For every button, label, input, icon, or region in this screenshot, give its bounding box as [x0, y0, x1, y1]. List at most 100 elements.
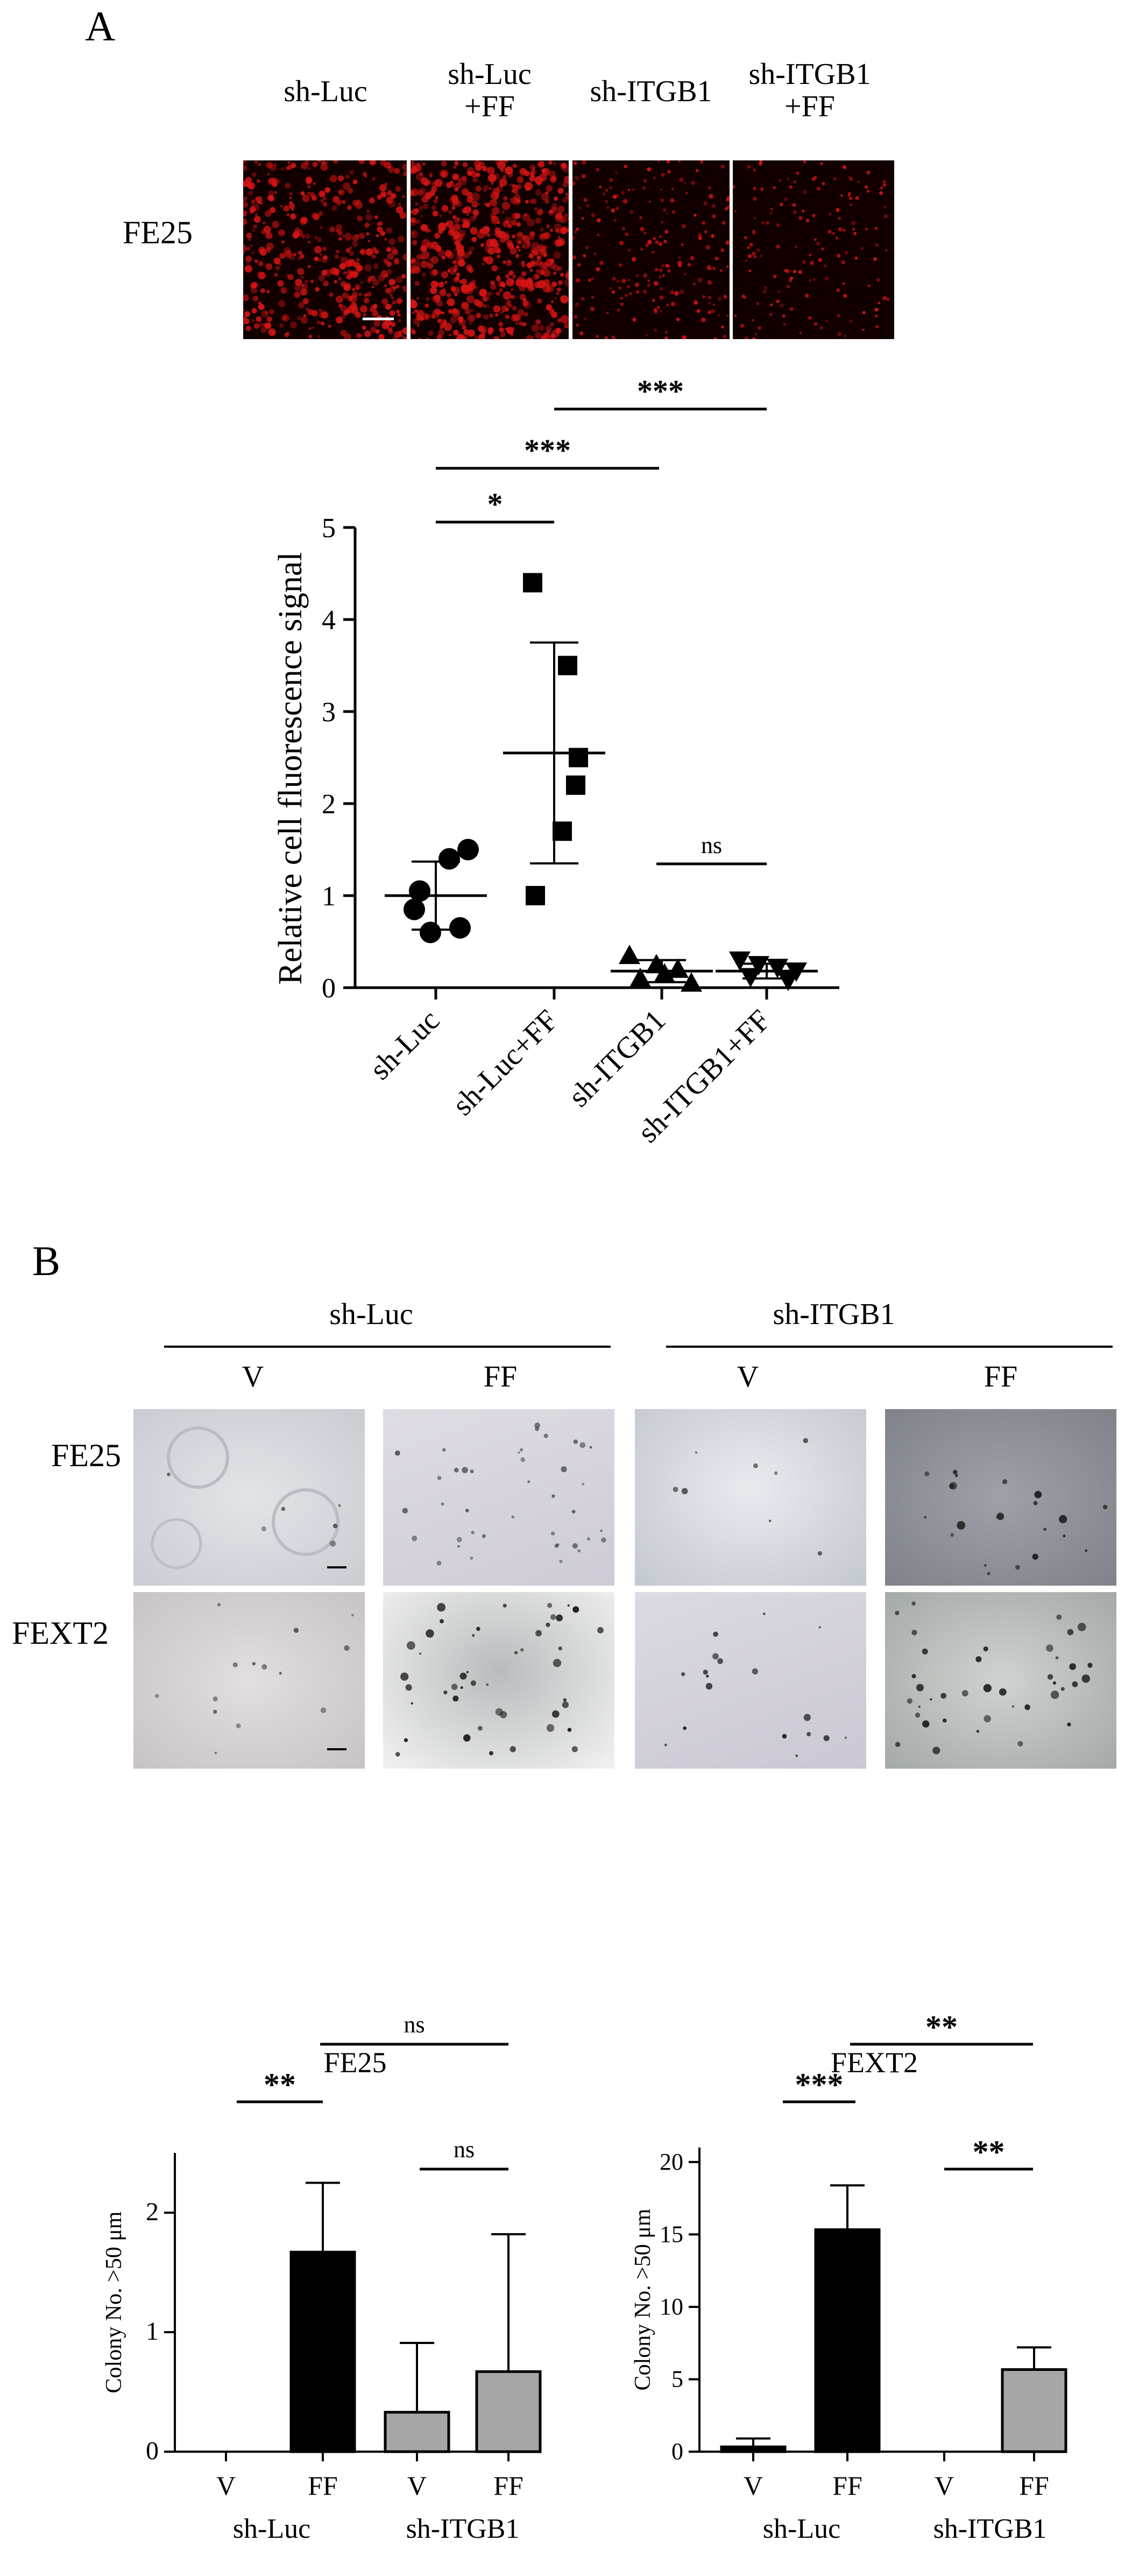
- fluorescent-cell: [685, 192, 688, 195]
- fluorescent-cell: [384, 161, 392, 169]
- fluorescent-cell: [394, 331, 401, 339]
- fluorescent-cell: [355, 284, 361, 290]
- fluorescent-cell: [564, 278, 569, 287]
- fluorescent-cell: [528, 199, 534, 204]
- fluorescent-cell: [508, 270, 514, 276]
- fluorescent-cell: [708, 296, 711, 299]
- fluorescent-cell: [430, 314, 436, 319]
- fluorescent-cell: [439, 289, 447, 297]
- fluorescent-cell: [378, 334, 385, 339]
- fluorescent-cell: [305, 177, 313, 184]
- fluorescent-cell: [319, 191, 326, 198]
- colony-dot: [907, 1698, 912, 1704]
- fluorescent-cell: [827, 230, 832, 234]
- fluorescent-cell: [499, 178, 507, 187]
- fluorescent-cell: [435, 245, 442, 252]
- fluorescent-cell: [395, 186, 401, 192]
- fluorescent-cell: [693, 299, 697, 303]
- fluorescent-cell: [363, 313, 366, 317]
- colony-dot: [573, 1439, 578, 1444]
- fluorescent-cell: [473, 210, 479, 216]
- fluorescent-cell: [437, 250, 445, 257]
- colony-dot: [803, 1438, 809, 1444]
- fluorescent-cell: [604, 336, 608, 339]
- fluorescent-cell: [506, 299, 511, 305]
- fluorescent-cell: [267, 173, 270, 176]
- fluorescent-cell: [470, 227, 478, 235]
- fluorescent-cell: [471, 192, 480, 201]
- fluorescent-cell: [416, 309, 425, 317]
- fluorescent-cell: [835, 236, 839, 240]
- colony-dot: [514, 1651, 518, 1655]
- fluorescent-cell: [389, 310, 395, 316]
- fluorescent-cell: [494, 313, 499, 317]
- fluorescent-cell: [471, 198, 473, 200]
- fluorescent-cell: [300, 216, 308, 224]
- fluorescent-cell: [780, 202, 783, 206]
- fluorescent-cell: [576, 227, 579, 231]
- fluorescent-cell: [341, 314, 346, 319]
- fluorescent-cell: [321, 269, 328, 276]
- fluorescent-cell: [660, 309, 663, 313]
- fluorescent-cell: [298, 256, 302, 260]
- fluorescent-cell: [431, 186, 437, 192]
- brightfield-fext2-shluc-ff: [383, 1592, 614, 1769]
- fluorescent-cell: [762, 290, 767, 293]
- fluorescent-cell: [386, 247, 391, 252]
- fluorescent-cell: [358, 160, 365, 164]
- colony-dot: [911, 1674, 916, 1679]
- fluorescent-cell: [312, 161, 318, 167]
- fluorescent-cell: [558, 236, 561, 238]
- colony-dot: [1056, 1614, 1062, 1620]
- fluorescent-cell: [656, 306, 660, 309]
- fluorescent-cell: [803, 190, 807, 194]
- colony-dot: [405, 1684, 412, 1691]
- fluorescent-cell: [761, 221, 765, 224]
- fluorescent-cell: [443, 322, 452, 331]
- fluorescent-cell: [253, 224, 257, 229]
- fluorescent-cell: [280, 287, 287, 294]
- fluorescent-cell: [522, 300, 529, 307]
- fluorescent-cell: [814, 238, 817, 241]
- fluorescent-cell: [515, 254, 520, 258]
- fluorescent-cell: [565, 272, 569, 279]
- fluorescent-cell: [272, 221, 279, 228]
- fluorescent-cell: [363, 172, 367, 176]
- fluorescent-cell: [621, 191, 625, 195]
- fluorescent-cell: [687, 263, 691, 266]
- fluorescent-cell: [331, 205, 337, 211]
- fluorescent-cell: [708, 186, 711, 189]
- fluorescent-cell: [402, 286, 405, 289]
- fluorescent-cell: [450, 316, 457, 323]
- y-tick-label: 5: [322, 513, 336, 544]
- fluorescent-cell: [397, 313, 401, 317]
- fluorescent-cell: [282, 315, 287, 321]
- fluorescent-cell: [425, 314, 429, 318]
- colony-dot: [717, 1658, 723, 1664]
- fluorescent-cell: [530, 169, 536, 175]
- colony-dot: [236, 1723, 241, 1728]
- fluorescent-cell: [612, 194, 617, 199]
- fluorescent-cell: [422, 163, 426, 166]
- fluorescent-cell: [506, 278, 514, 286]
- fluorescent-cell: [648, 200, 651, 203]
- data-point: [654, 963, 675, 983]
- fluorescent-cell: [501, 201, 511, 210]
- fluorescent-cell: [316, 320, 321, 325]
- fluorescent-cell: [497, 221, 500, 224]
- colony-dot: [1072, 1681, 1078, 1687]
- fluorescent-cell: [421, 256, 425, 261]
- colony-dot: [582, 1483, 585, 1486]
- fluorescent-cell: [264, 311, 268, 314]
- fluorescent-cell: [842, 282, 845, 285]
- fluorescent-cell: [374, 249, 379, 255]
- fluorescent-cell: [438, 281, 444, 288]
- colony-dot: [510, 1746, 516, 1752]
- fluorescent-cell: [456, 272, 460, 277]
- colony-dot: [329, 1540, 336, 1547]
- fluorescent-cell: [517, 176, 524, 184]
- significance-label: **: [264, 2067, 296, 2102]
- fluorescent-cell: [802, 260, 807, 264]
- y-tick-label: 1: [146, 2317, 159, 2346]
- fluorescent-cell: [620, 297, 623, 300]
